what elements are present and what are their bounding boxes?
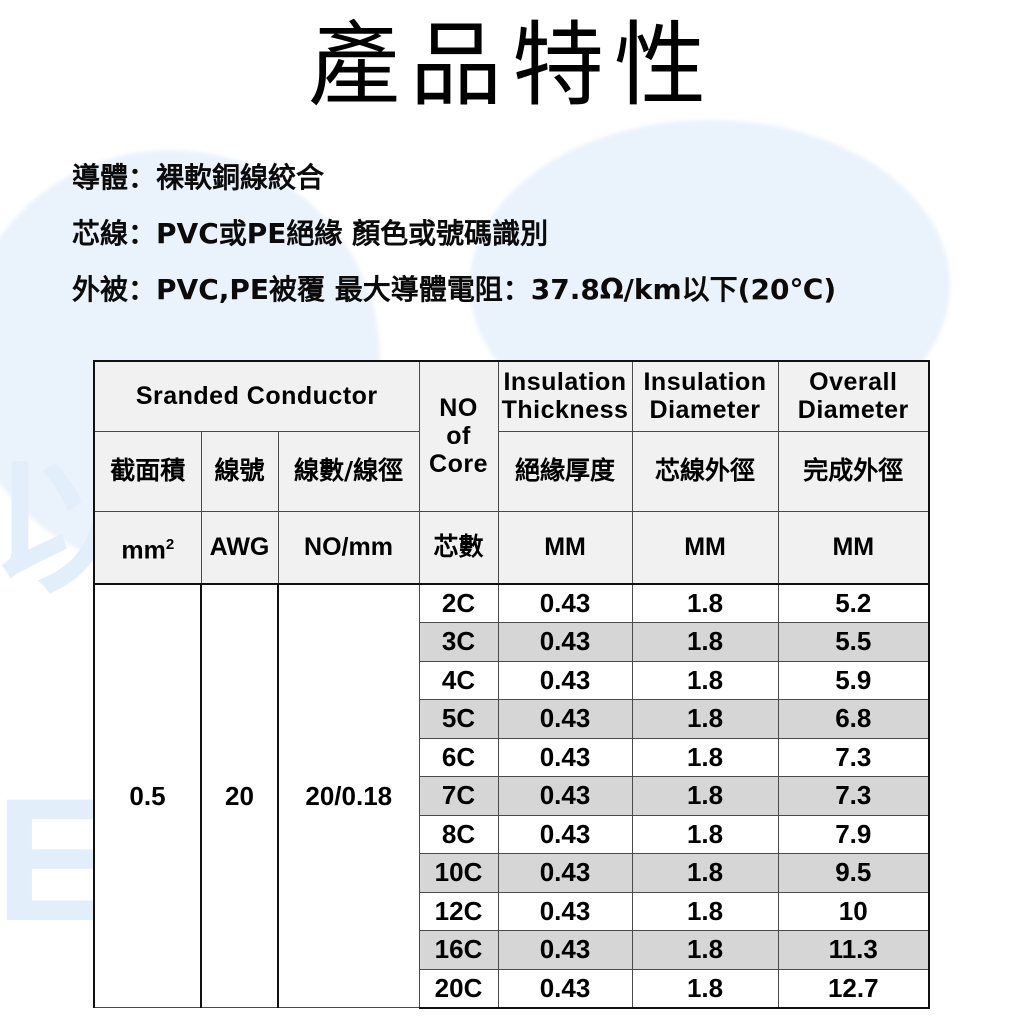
cell-cores: 8C	[418, 814, 499, 854]
cell-insulation-diameter: 1.8	[631, 737, 779, 777]
cell-insulation-thickness: 0.43	[497, 660, 633, 700]
header-insulation-thickness-en-l1: Insulation	[503, 368, 627, 397]
cell-cores: 3C	[418, 622, 499, 662]
cell-insulation-thickness: 0.43	[497, 583, 633, 623]
table-row: 5C 0.43 1.8 6.8	[94, 699, 931, 739]
cell-merged-strands: 20/0.18	[276, 583, 420, 1008]
header-insulation-thickness-en-l2: Thickness	[501, 396, 629, 425]
page-title: 產品特性	[307, 12, 716, 119]
table-row: 6C 0.43 1.8 7.3	[94, 737, 931, 777]
cell-insulation-thickness: 0.43	[497, 930, 633, 970]
header-no-of-core-line1: NO	[439, 394, 478, 423]
header-unit-overall-diameter: MM	[777, 510, 931, 585]
cell-overall-diameter: 5.5	[777, 622, 931, 662]
cell-insulation-thickness: 0.43	[497, 891, 633, 931]
table-row: 12C 0.43 1.8 10	[94, 891, 931, 931]
header-unit-insulation-thickness: MM	[497, 510, 633, 585]
cell-insulation-thickness: 0.43	[497, 776, 633, 816]
header-unit-awg: AWG	[200, 510, 279, 585]
header-insulation-diameter-en-l2: Diameter	[649, 396, 761, 425]
table-header-row-cn: 截面積 線號 線數/線徑 絕緣厚度 芯線外徑 完成外徑	[93, 430, 931, 512]
cell-insulation-diameter: 1.8	[631, 891, 779, 931]
cell-insulation-diameter: 1.8	[631, 660, 779, 700]
cell-cores: 2C	[418, 583, 499, 623]
cell-overall-diameter: 7.9	[777, 814, 931, 854]
cell-overall-diameter: 11.3	[777, 930, 931, 970]
table-row: 3C 0.43 1.8 5.5	[94, 622, 931, 662]
cell-insulation-thickness: 0.43	[497, 622, 633, 662]
table-row: 8C 0.43 1.8 7.9	[94, 814, 931, 854]
product-spec-table: Sranded Conductor NO of Core Insulation …	[92, 360, 931, 1009]
cell-insulation-diameter: 1.8	[631, 853, 779, 893]
cell-cores: 6C	[418, 737, 499, 777]
table-row: 20C 0.43 1.8 12.7	[94, 968, 931, 1009]
cell-cores: 10C	[418, 853, 499, 893]
table-header-row-units: mm2 AWG NO/mm 芯數 MM MM MM	[93, 510, 931, 585]
header-overall-diameter-en-l1: Overall	[809, 368, 898, 397]
header-no-of-core-line3: Core	[429, 450, 488, 479]
table-header-row-en: Sranded Conductor NO of Core Insulation …	[92, 360, 931, 512]
header-no-of-core: NO of Core	[418, 360, 499, 512]
cell-cores: 16C	[418, 930, 499, 970]
cell-merged-area: 0.5	[93, 583, 202, 1008]
header-unit-strands: NO/mm	[277, 510, 420, 585]
header-unit-area: mm2	[93, 510, 202, 585]
spec-line-conductor: 導體：裸軟銅線絞合	[72, 161, 325, 194]
header-awg-cn: 線號	[200, 430, 279, 512]
cell-cores: 4C	[418, 660, 499, 700]
header-insulation-thickness-cn: 絕緣厚度	[497, 430, 633, 512]
cell-insulation-diameter: 1.8	[631, 699, 779, 739]
cell-overall-diameter: 12.7	[777, 968, 931, 1009]
cell-cores: 7C	[418, 776, 499, 816]
header-no-of-core-line2: of	[446, 422, 471, 451]
cell-cores: 12C	[418, 891, 499, 931]
header-unit-insulation-diameter: MM	[631, 510, 779, 585]
header-insulation-diameter-cn: 芯線外徑	[631, 430, 779, 512]
header-insulation-diameter-en: Insulation Diameter	[631, 360, 779, 432]
spec-line-core-wire: 芯線：PVC或PE絕緣 顏色或號碼識別	[72, 217, 549, 250]
header-unit-cores: 芯數	[418, 510, 499, 585]
cell-insulation-diameter: 1.8	[631, 968, 779, 1009]
spec-description-block: 導體：裸軟銅線絞合 芯線：PVC或PE絕緣 顏色或號碼識別 外被：PVC,PE被…	[72, 150, 1004, 318]
header-unit-area-text: mm	[121, 535, 166, 564]
cell-overall-diameter: 9.5	[777, 853, 931, 893]
cell-insulation-thickness: 0.43	[497, 814, 633, 854]
cell-insulation-thickness: 0.43	[497, 737, 633, 777]
cell-overall-diameter: 10	[777, 891, 931, 931]
header-overall-diameter-en: Overall Diameter	[777, 360, 931, 432]
header-insulation-diameter-en-l1: Insulation	[643, 368, 767, 397]
cell-overall-diameter: 5.2	[777, 583, 931, 623]
cell-insulation-diameter: 1.8	[631, 930, 779, 970]
header-insulation-thickness-en: Insulation Thickness	[497, 360, 633, 432]
cell-overall-diameter: 5.9	[777, 660, 931, 700]
cell-insulation-diameter: 1.8	[631, 776, 779, 816]
cell-insulation-thickness: 0.43	[497, 968, 633, 1009]
cell-insulation-diameter: 1.8	[631, 583, 779, 623]
header-area-cn: 截面積	[93, 430, 202, 512]
cell-cores: 20C	[418, 968, 499, 1009]
cell-overall-diameter: 6.8	[777, 699, 931, 739]
cell-overall-diameter: 7.3	[777, 776, 931, 816]
cell-insulation-diameter: 1.8	[631, 814, 779, 854]
spec-line-jacket: 外被：PVC,PE被覆 最大導體電阻：37.8Ω/km以下(20℃)	[72, 273, 837, 306]
table-row: 10C 0.43 1.8 9.5	[94, 853, 931, 893]
header-overall-diameter-cn: 完成外徑	[777, 430, 931, 512]
cell-merged-awg: 20	[200, 583, 279, 1008]
table-row: 0.5 20 20/0.18 2C 0.43 1.8 5.2	[93, 583, 931, 1008]
cell-cores: 5C	[418, 699, 499, 739]
header-strands-cn: 線數/線徑	[277, 430, 420, 512]
cell-overall-diameter: 7.3	[777, 737, 931, 777]
header-unit-area-sup: 2	[165, 535, 175, 553]
header-stranded-conductor: Sranded Conductor	[92, 360, 420, 432]
cell-insulation-thickness: 0.43	[497, 699, 633, 739]
header-overall-diameter-en-l2: Diameter	[797, 396, 909, 425]
table-row: 4C 0.43 1.8 5.9	[94, 660, 931, 700]
cell-insulation-diameter: 1.8	[631, 622, 779, 662]
cell-insulation-thickness: 0.43	[497, 853, 633, 893]
